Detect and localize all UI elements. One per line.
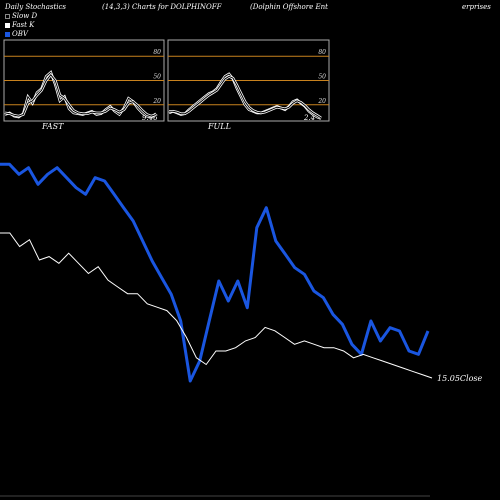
fast-series-1	[4, 73, 157, 117]
legend-swatch-fast-k	[5, 22, 10, 28]
full-level-label-20: 20	[317, 98, 326, 105]
fast-series-outline-0	[4, 70, 157, 119]
close-line	[0, 232, 433, 379]
fast-level-label-20: 20	[152, 98, 161, 105]
full-level-label-50: 50	[318, 74, 326, 81]
fast-panel-label: FAST	[42, 122, 64, 131]
fast-level-label-80: 80	[153, 49, 161, 56]
legend-swatch-obv	[5, 31, 10, 37]
chart-title-right-b: erprises	[462, 3, 491, 11]
legend-item-obv: OBV	[5, 30, 28, 38]
full-panel-label: FULL	[208, 122, 231, 131]
full-series-1	[169, 75, 322, 119]
chart-title-right-a: (Dolphin Offshore Ent	[250, 3, 328, 11]
chart-title-mid: (14,3,3) Charts for DOLPHINOFF	[102, 3, 222, 11]
chart-title-left: Daily Stochastics	[5, 3, 67, 11]
close-suffix: Close	[459, 374, 483, 383]
fast-level-label-50: 50	[153, 74, 161, 81]
obv-line	[0, 162, 430, 383]
legend-label-fast-k: Fast K	[12, 21, 35, 29]
legend-item-fast-k: Fast K	[5, 21, 34, 29]
legend-label-obv: OBV	[12, 30, 28, 38]
full-level-label-80: 80	[318, 49, 326, 56]
full-last-value: 2.4	[304, 114, 316, 122]
full-series-outline-1	[169, 74, 322, 119]
close-value: 15.05	[437, 374, 460, 383]
legend-item-slow-d: Slow D	[5, 12, 37, 20]
legend-swatch-slow-d	[5, 13, 10, 19]
legend-label-slow-d: Slow D	[12, 12, 38, 20]
close-value-label: 15.05Close	[437, 374, 482, 383]
